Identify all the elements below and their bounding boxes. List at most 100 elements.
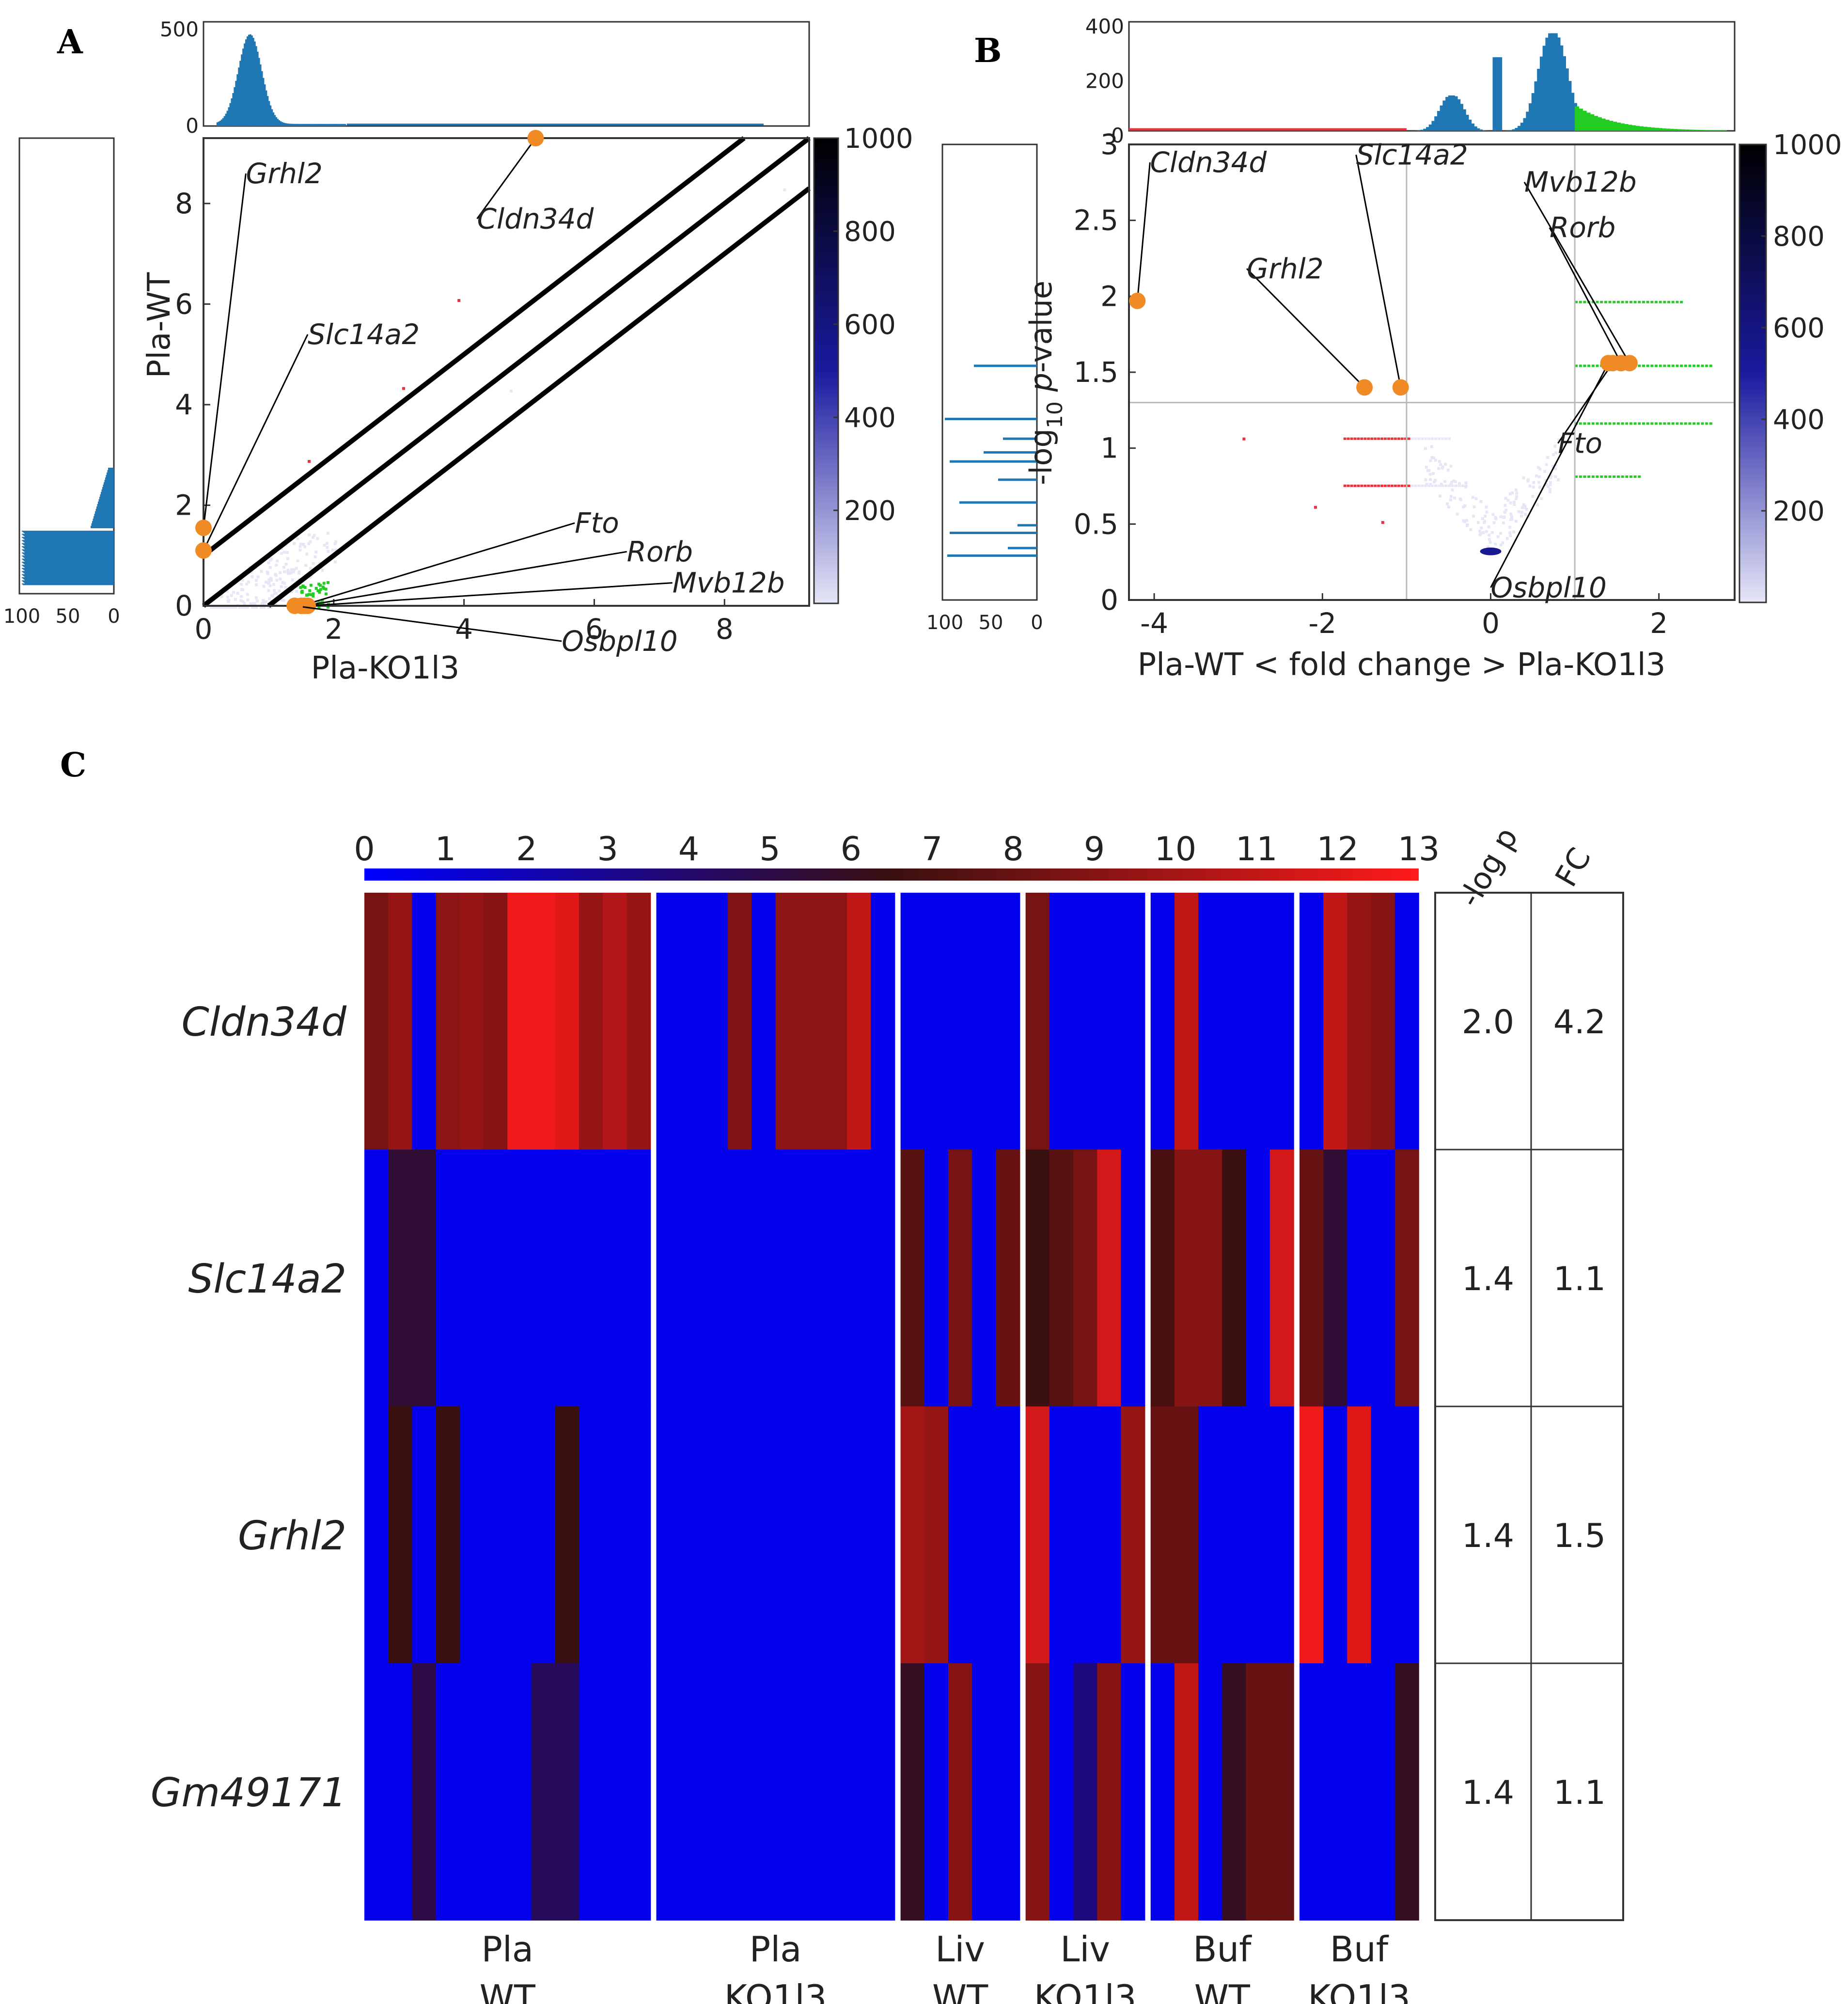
density-point	[227, 600, 230, 603]
histogram-bar	[322, 124, 325, 126]
density-point	[1538, 467, 1542, 471]
histogram-bar	[272, 112, 275, 126]
density-point	[1439, 463, 1442, 466]
ko-up-point	[1655, 364, 1658, 367]
heatmap-cell	[531, 1150, 556, 1407]
density-point	[1504, 508, 1508, 512]
heatmap-cell	[728, 1150, 752, 1407]
histogram-bar-ko	[1699, 130, 1704, 131]
density-point	[268, 597, 271, 600]
density-point	[255, 600, 259, 603]
gene-label-slc14a2: Slc14a2	[1356, 138, 1468, 171]
density-point	[1506, 499, 1510, 502]
histogram-bar	[334, 124, 336, 126]
heatmap-cell	[1394, 893, 1419, 1150]
density-point	[1458, 497, 1462, 501]
density-point	[240, 606, 243, 609]
group-label-line2: KO1l3	[1034, 1977, 1137, 2004]
color-scale-tick-label: 7	[922, 830, 942, 868]
histogram-bar-ko	[1639, 126, 1644, 131]
histogram-bar	[255, 46, 257, 126]
heatmap-cell	[555, 1150, 579, 1407]
heatmap-cell	[1299, 1663, 1324, 1921]
highlight-point	[1392, 379, 1409, 396]
highlight-point	[1356, 379, 1373, 396]
ko-up-point	[317, 583, 321, 586]
histogram-bar	[222, 118, 224, 126]
heatmap-cell	[996, 1150, 1020, 1407]
density-point	[273, 592, 276, 595]
panel-a-colorbar: 1000 800 600 400 200	[813, 123, 913, 604]
heatmap-cell	[626, 1150, 651, 1407]
table-cell-fc: 1.1	[1553, 1774, 1606, 1812]
plot-frame	[1128, 143, 1736, 601]
density-point	[299, 542, 302, 546]
density-point	[274, 603, 278, 606]
heatmap-cell	[1198, 1406, 1223, 1664]
density-point	[1458, 482, 1461, 485]
ko-up-point	[1575, 364, 1578, 367]
density-point	[1532, 486, 1535, 489]
density-point	[230, 594, 233, 597]
histogram-bar	[23, 566, 114, 567]
density-point	[1446, 469, 1450, 472]
heatmap-cell	[900, 1663, 925, 1921]
histogram-bar	[23, 535, 114, 536]
histogram-bar	[1495, 57, 1503, 131]
ko-up-point	[1613, 300, 1616, 303]
histogram-bar	[23, 537, 114, 539]
density-point	[292, 568, 296, 571]
density-point	[298, 570, 301, 574]
color-scale-tick-label: 1	[435, 830, 456, 868]
density-point	[1549, 483, 1552, 487]
histogram-bar	[288, 124, 290, 126]
density-point	[323, 544, 326, 547]
panel-label-a: A	[57, 23, 83, 62]
colorbar-tick-label: 1000	[844, 123, 913, 155]
histogram-bar	[338, 124, 341, 126]
ko-up-point	[1583, 475, 1586, 478]
volcano-row-point	[1367, 484, 1370, 487]
density-point	[1430, 445, 1433, 448]
callout-line	[1549, 227, 1622, 363]
heatmap-cell	[1049, 1150, 1074, 1407]
histogram-bar-ko	[1715, 130, 1720, 131]
ko-up-point	[1579, 422, 1582, 425]
density-point	[1453, 496, 1456, 500]
histogram-bar	[259, 64, 262, 126]
colorbar-tick-label: 600	[1773, 313, 1825, 344]
panel-a-left-histogram: 100 50 0	[3, 137, 120, 628]
density-point	[251, 575, 254, 579]
volcano-row-point	[1414, 484, 1417, 487]
histogram-bar	[311, 124, 313, 126]
heatmap-cell	[531, 1663, 556, 1921]
histogram-bar	[313, 124, 314, 126]
volcano-row-point	[1394, 437, 1397, 440]
heatmap-cell	[704, 1150, 728, 1407]
density-point	[214, 606, 217, 609]
colorbar-tick-label: 200	[844, 495, 896, 527]
highlight-point	[527, 130, 544, 146]
histogram-bar	[266, 96, 269, 126]
heatmap-cell	[799, 1663, 824, 1921]
density-point	[1536, 466, 1540, 469]
histogram-bar	[92, 521, 114, 523]
ko-up-point	[1676, 300, 1679, 303]
gene-label-rorb: Rorb	[1550, 211, 1615, 244]
color-scale-tick-label: 11	[1236, 830, 1278, 868]
histogram-bar-ko	[1594, 116, 1598, 131]
ko-up-point	[1596, 300, 1599, 303]
histogram-bar	[274, 115, 276, 126]
histogram-bar-ko	[1677, 129, 1682, 131]
heatmap-cell	[1299, 893, 1324, 1150]
ko-up-point	[1638, 300, 1641, 303]
histogram-bar	[95, 511, 114, 514]
x-tick-label: 2	[325, 613, 343, 646]
histogram-bar-ko	[1616, 122, 1621, 131]
histogram-bar-ko	[1646, 127, 1651, 131]
y-axis-label: -log10 p-value	[1023, 281, 1067, 485]
ko-up-point	[1625, 422, 1629, 425]
gene-label-osbpl10: Osbpl10	[1491, 571, 1607, 604]
histogram-bar	[23, 544, 114, 545]
